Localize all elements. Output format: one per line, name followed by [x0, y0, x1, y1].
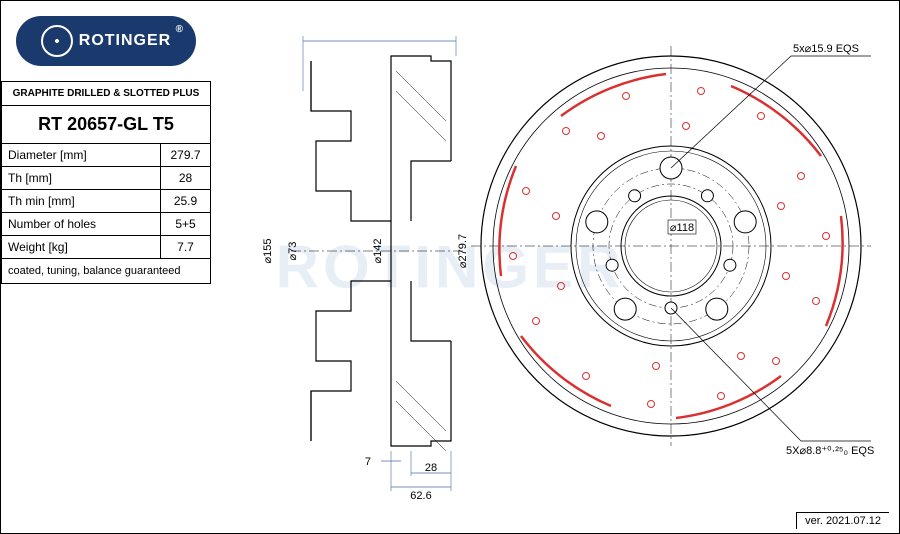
callout-small: 5X⌀8.8⁺⁰·²⁵₀ EQS — [786, 445, 874, 457]
spec-label: Th [mm] — [2, 167, 161, 190]
version-label: ver. 2021.07.12 — [796, 512, 889, 529]
table-row: Th min [mm]25.9 — [2, 190, 211, 213]
spec-value: 25.9 — [161, 190, 211, 213]
spec-label: Th min [mm] — [2, 190, 161, 213]
spec-label: Weight [kg] — [2, 236, 161, 259]
logo-text: ROTINGER — [79, 32, 171, 50]
drawing-area: ⌀155 ⌀73 ⌀142 ⌀279.7 7 28 62.6 — [221, 21, 881, 501]
technical-drawing: ⌀155 ⌀73 ⌀142 ⌀279.7 7 28 62.6 — [221, 21, 881, 501]
drill-holes — [510, 88, 830, 408]
spec-header: GRAPHITE DRILLED & SLOTTED PLUS — [2, 82, 211, 106]
callout-large: 5x⌀15.9 EQS — [793, 43, 859, 55]
svg-text:⌀118: ⌀118 — [670, 222, 694, 234]
dim-d155: ⌀155 — [262, 239, 274, 264]
spec-value: 7.7 — [161, 236, 211, 259]
spec-value: 28 — [161, 167, 211, 190]
dim-t7: 7 — [365, 456, 371, 468]
spec-value: 5+5 — [161, 213, 211, 236]
side-view: ⌀155 ⌀73 ⌀142 ⌀279.7 7 28 62.6 — [262, 36, 469, 501]
table-row: Th [mm]28 — [2, 167, 211, 190]
dim-t28: 28 — [425, 462, 437, 474]
table-row: Diameter [mm]279.7 — [2, 144, 211, 167]
center-d: 118 — [677, 222, 695, 234]
dim-d142: ⌀142 — [372, 239, 384, 264]
logo-badge: ROTINGER — [16, 16, 196, 66]
dim-t626: 62.6 — [410, 490, 431, 501]
spec-note: coated, tuning, balance guaranteed — [2, 259, 211, 284]
logo: ROTINGER — [11, 11, 201, 71]
spec-table: GRAPHITE DRILLED & SLOTTED PLUS RT 20657… — [1, 81, 211, 284]
dim-d73: ⌀73 — [287, 242, 299, 261]
table-row: Weight [kg]7.7 — [2, 236, 211, 259]
spec-value: 279.7 — [161, 144, 211, 167]
part-number: RT 20657-GL T5 — [2, 106, 211, 144]
front-view: ⌀118 — [471, 43, 874, 457]
dim-d2797: ⌀279.7 — [457, 234, 469, 268]
spec-label: Diameter [mm] — [2, 144, 161, 167]
spec-label: Number of holes — [2, 213, 161, 236]
table-row: Number of holes5+5 — [2, 213, 211, 236]
